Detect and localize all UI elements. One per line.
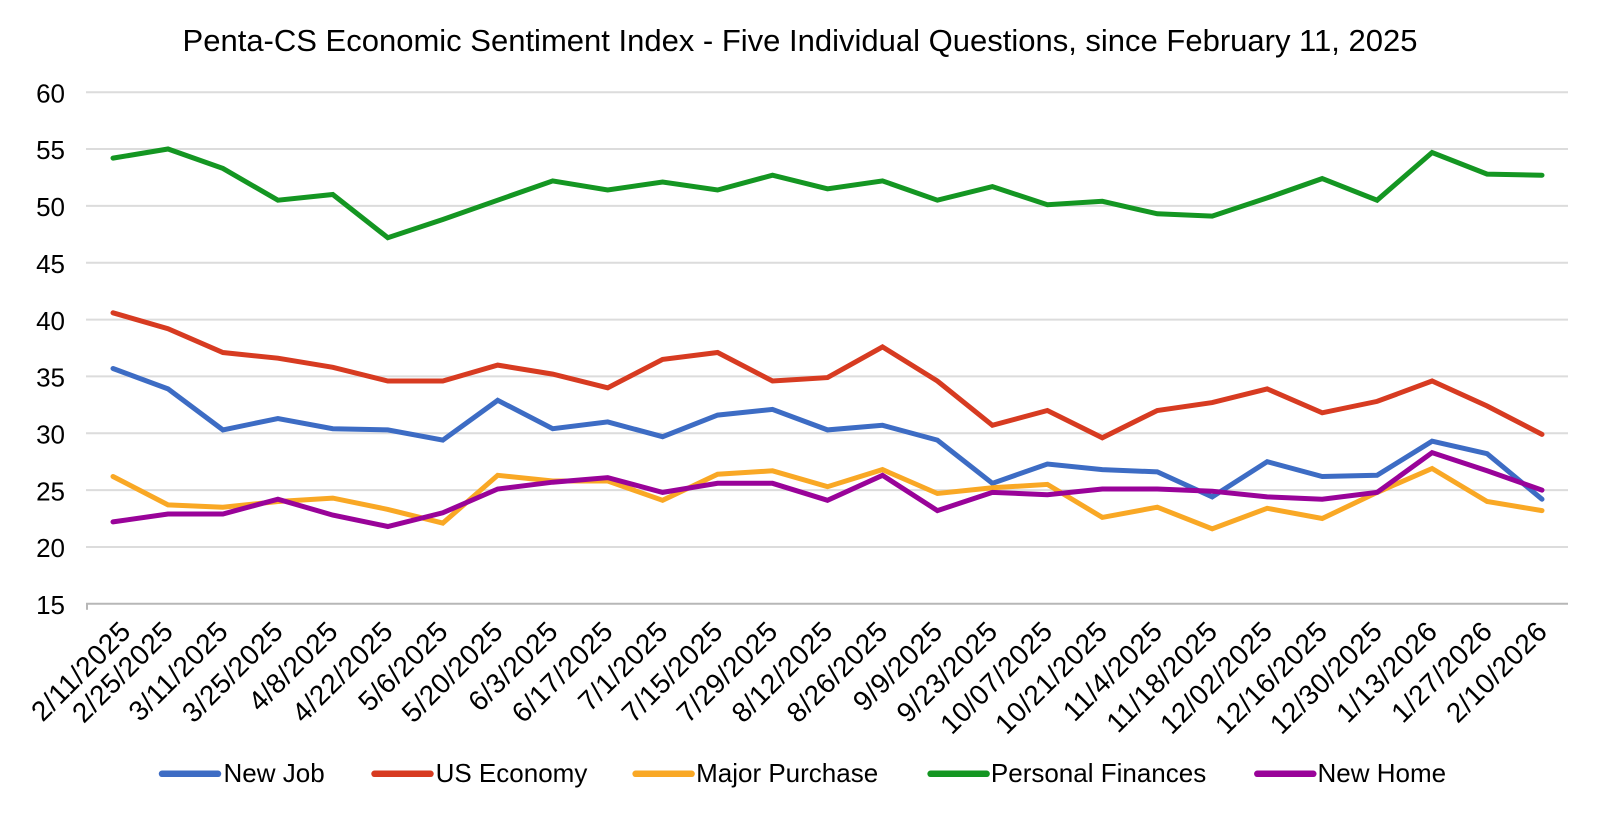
svg-text:30: 30 bbox=[36, 420, 65, 450]
svg-text:US Economy: US Economy bbox=[436, 758, 588, 788]
svg-text:45: 45 bbox=[36, 249, 65, 279]
svg-text:60: 60 bbox=[36, 78, 65, 108]
svg-text:Major Purchase: Major Purchase bbox=[696, 758, 878, 788]
svg-text:40: 40 bbox=[36, 306, 65, 336]
svg-text:New Home: New Home bbox=[1318, 758, 1447, 788]
svg-text:50: 50 bbox=[36, 192, 65, 222]
svg-text:New Job: New Job bbox=[224, 758, 325, 788]
svg-text:15: 15 bbox=[36, 590, 65, 620]
svg-text:Penta-CS Economic Sentiment In: Penta-CS Economic Sentiment Index - Five… bbox=[183, 23, 1418, 58]
svg-text:20: 20 bbox=[36, 533, 65, 563]
svg-text:25: 25 bbox=[36, 476, 65, 506]
svg-text:55: 55 bbox=[36, 135, 65, 165]
svg-text:Personal Finances: Personal Finances bbox=[991, 758, 1206, 788]
svg-text:35: 35 bbox=[36, 363, 65, 393]
